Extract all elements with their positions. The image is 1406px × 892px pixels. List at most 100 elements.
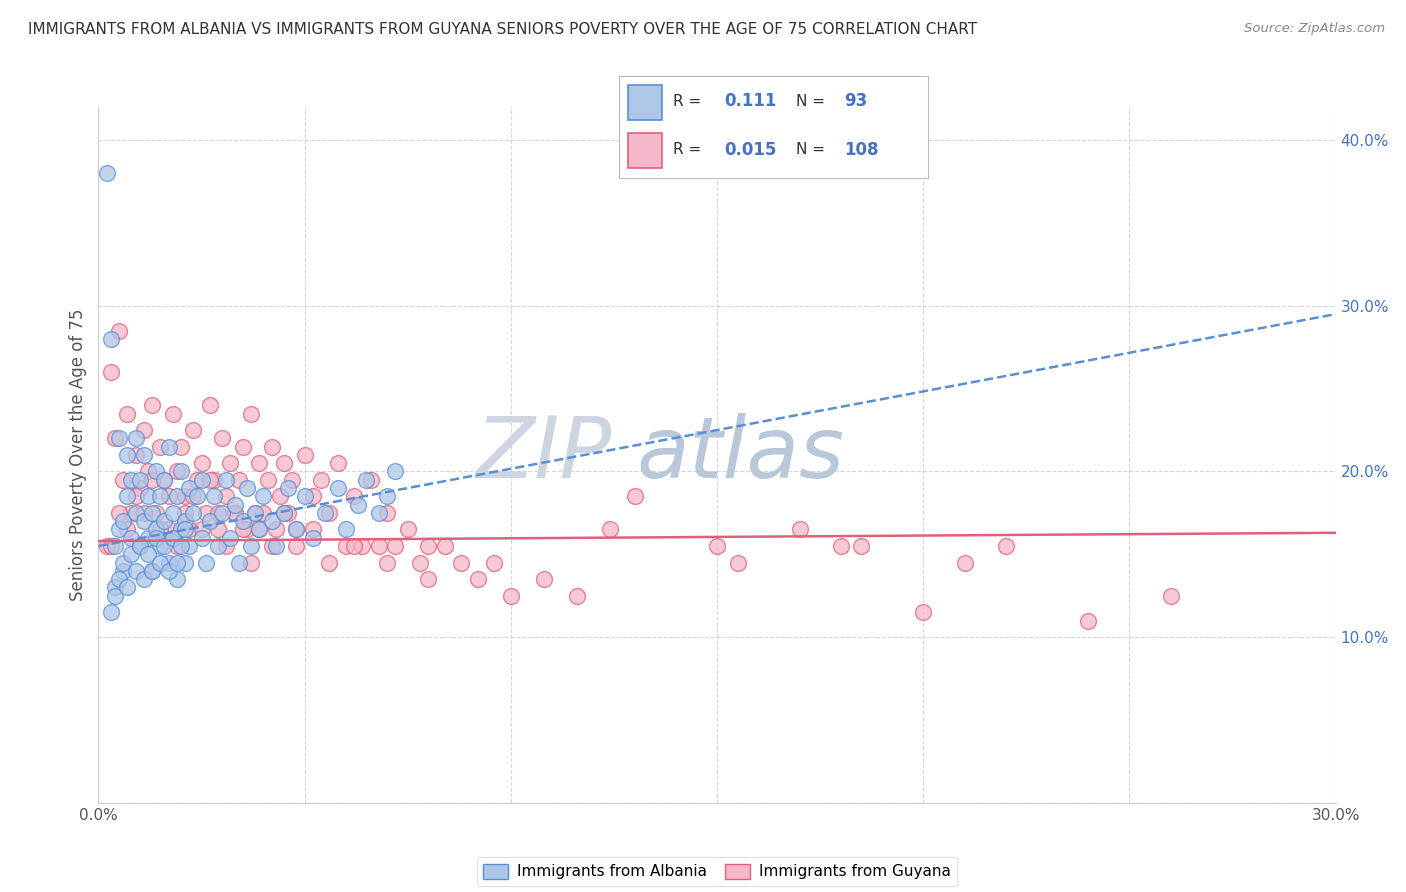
Point <box>141 506 163 520</box>
Point <box>166 556 188 570</box>
Point <box>273 456 295 470</box>
Point <box>145 523 167 537</box>
Point <box>145 465 167 479</box>
Point <box>157 556 180 570</box>
Point <box>128 539 150 553</box>
Point <box>132 506 155 520</box>
Point <box>157 489 180 503</box>
Point <box>247 456 270 470</box>
Point <box>117 581 139 595</box>
Point <box>124 489 146 503</box>
Point <box>499 589 522 603</box>
Point <box>149 440 172 454</box>
Point <box>120 547 142 561</box>
Point <box>623 489 645 503</box>
Point <box>108 572 131 586</box>
Point <box>294 489 316 503</box>
Point <box>120 531 142 545</box>
Text: atlas: atlas <box>637 413 845 497</box>
Point <box>565 589 588 603</box>
Point <box>232 523 254 537</box>
Text: ZIP: ZIP <box>475 413 612 497</box>
Point <box>186 489 208 503</box>
Point <box>273 506 295 520</box>
Point <box>190 456 212 470</box>
Point <box>240 539 263 553</box>
Point <box>343 489 366 503</box>
Point <box>136 531 159 545</box>
Point <box>128 539 150 553</box>
Point <box>112 473 135 487</box>
Y-axis label: Seniors Poverty Over the Age of 75: Seniors Poverty Over the Age of 75 <box>69 309 87 601</box>
Point <box>104 539 127 553</box>
Point <box>335 539 357 553</box>
Point <box>100 332 122 346</box>
Point <box>96 166 118 180</box>
Point <box>356 473 378 487</box>
Point <box>484 556 506 570</box>
Point <box>132 448 155 462</box>
Point <box>352 539 374 553</box>
Point <box>219 531 242 545</box>
Point <box>149 489 172 503</box>
Point <box>124 506 146 520</box>
Point <box>124 431 146 445</box>
Point <box>128 481 150 495</box>
Point <box>100 539 122 553</box>
Point <box>117 407 139 421</box>
Point <box>128 473 150 487</box>
Point <box>186 473 208 487</box>
Point <box>174 556 197 570</box>
Point <box>418 572 440 586</box>
Point <box>260 440 283 454</box>
Point <box>170 440 193 454</box>
Point <box>285 523 308 537</box>
Point <box>207 506 229 520</box>
Text: 93: 93 <box>845 93 868 111</box>
Point <box>181 489 204 503</box>
Point <box>132 423 155 437</box>
Point <box>599 523 621 537</box>
Point <box>179 523 201 537</box>
Legend: Immigrants from Albania, Immigrants from Guyana: Immigrants from Albania, Immigrants from… <box>477 857 957 886</box>
Text: IMMIGRANTS FROM ALBANIA VS IMMIGRANTS FROM GUYANA SENIORS POVERTY OVER THE AGE O: IMMIGRANTS FROM ALBANIA VS IMMIGRANTS FR… <box>28 22 977 37</box>
Point <box>232 440 254 454</box>
Point <box>170 523 193 537</box>
Point <box>215 489 238 503</box>
Text: Source: ZipAtlas.com: Source: ZipAtlas.com <box>1244 22 1385 36</box>
Point <box>141 473 163 487</box>
Point <box>198 514 221 528</box>
Point <box>153 473 176 487</box>
Point <box>243 506 266 520</box>
Point <box>174 514 197 528</box>
Point <box>136 465 159 479</box>
Point <box>104 581 127 595</box>
Point <box>117 489 139 503</box>
Point <box>912 605 935 619</box>
Point <box>294 448 316 462</box>
Point <box>170 539 193 553</box>
Point <box>141 564 163 578</box>
Point <box>252 489 274 503</box>
Point <box>243 506 266 520</box>
Point <box>162 531 184 545</box>
Point <box>211 431 233 445</box>
Point <box>145 531 167 545</box>
Point <box>367 539 389 553</box>
Point <box>141 564 163 578</box>
Point <box>104 431 127 445</box>
Point <box>232 514 254 528</box>
Point <box>264 523 287 537</box>
Text: R =: R = <box>672 142 702 157</box>
Point <box>162 506 184 520</box>
Point <box>247 523 270 537</box>
Point <box>166 539 188 553</box>
Bar <box>628 133 662 168</box>
Point <box>347 498 370 512</box>
Point <box>166 489 188 503</box>
Point <box>157 523 180 537</box>
Bar <box>628 85 662 120</box>
Point <box>132 572 155 586</box>
Point <box>211 506 233 520</box>
Point <box>108 506 131 520</box>
